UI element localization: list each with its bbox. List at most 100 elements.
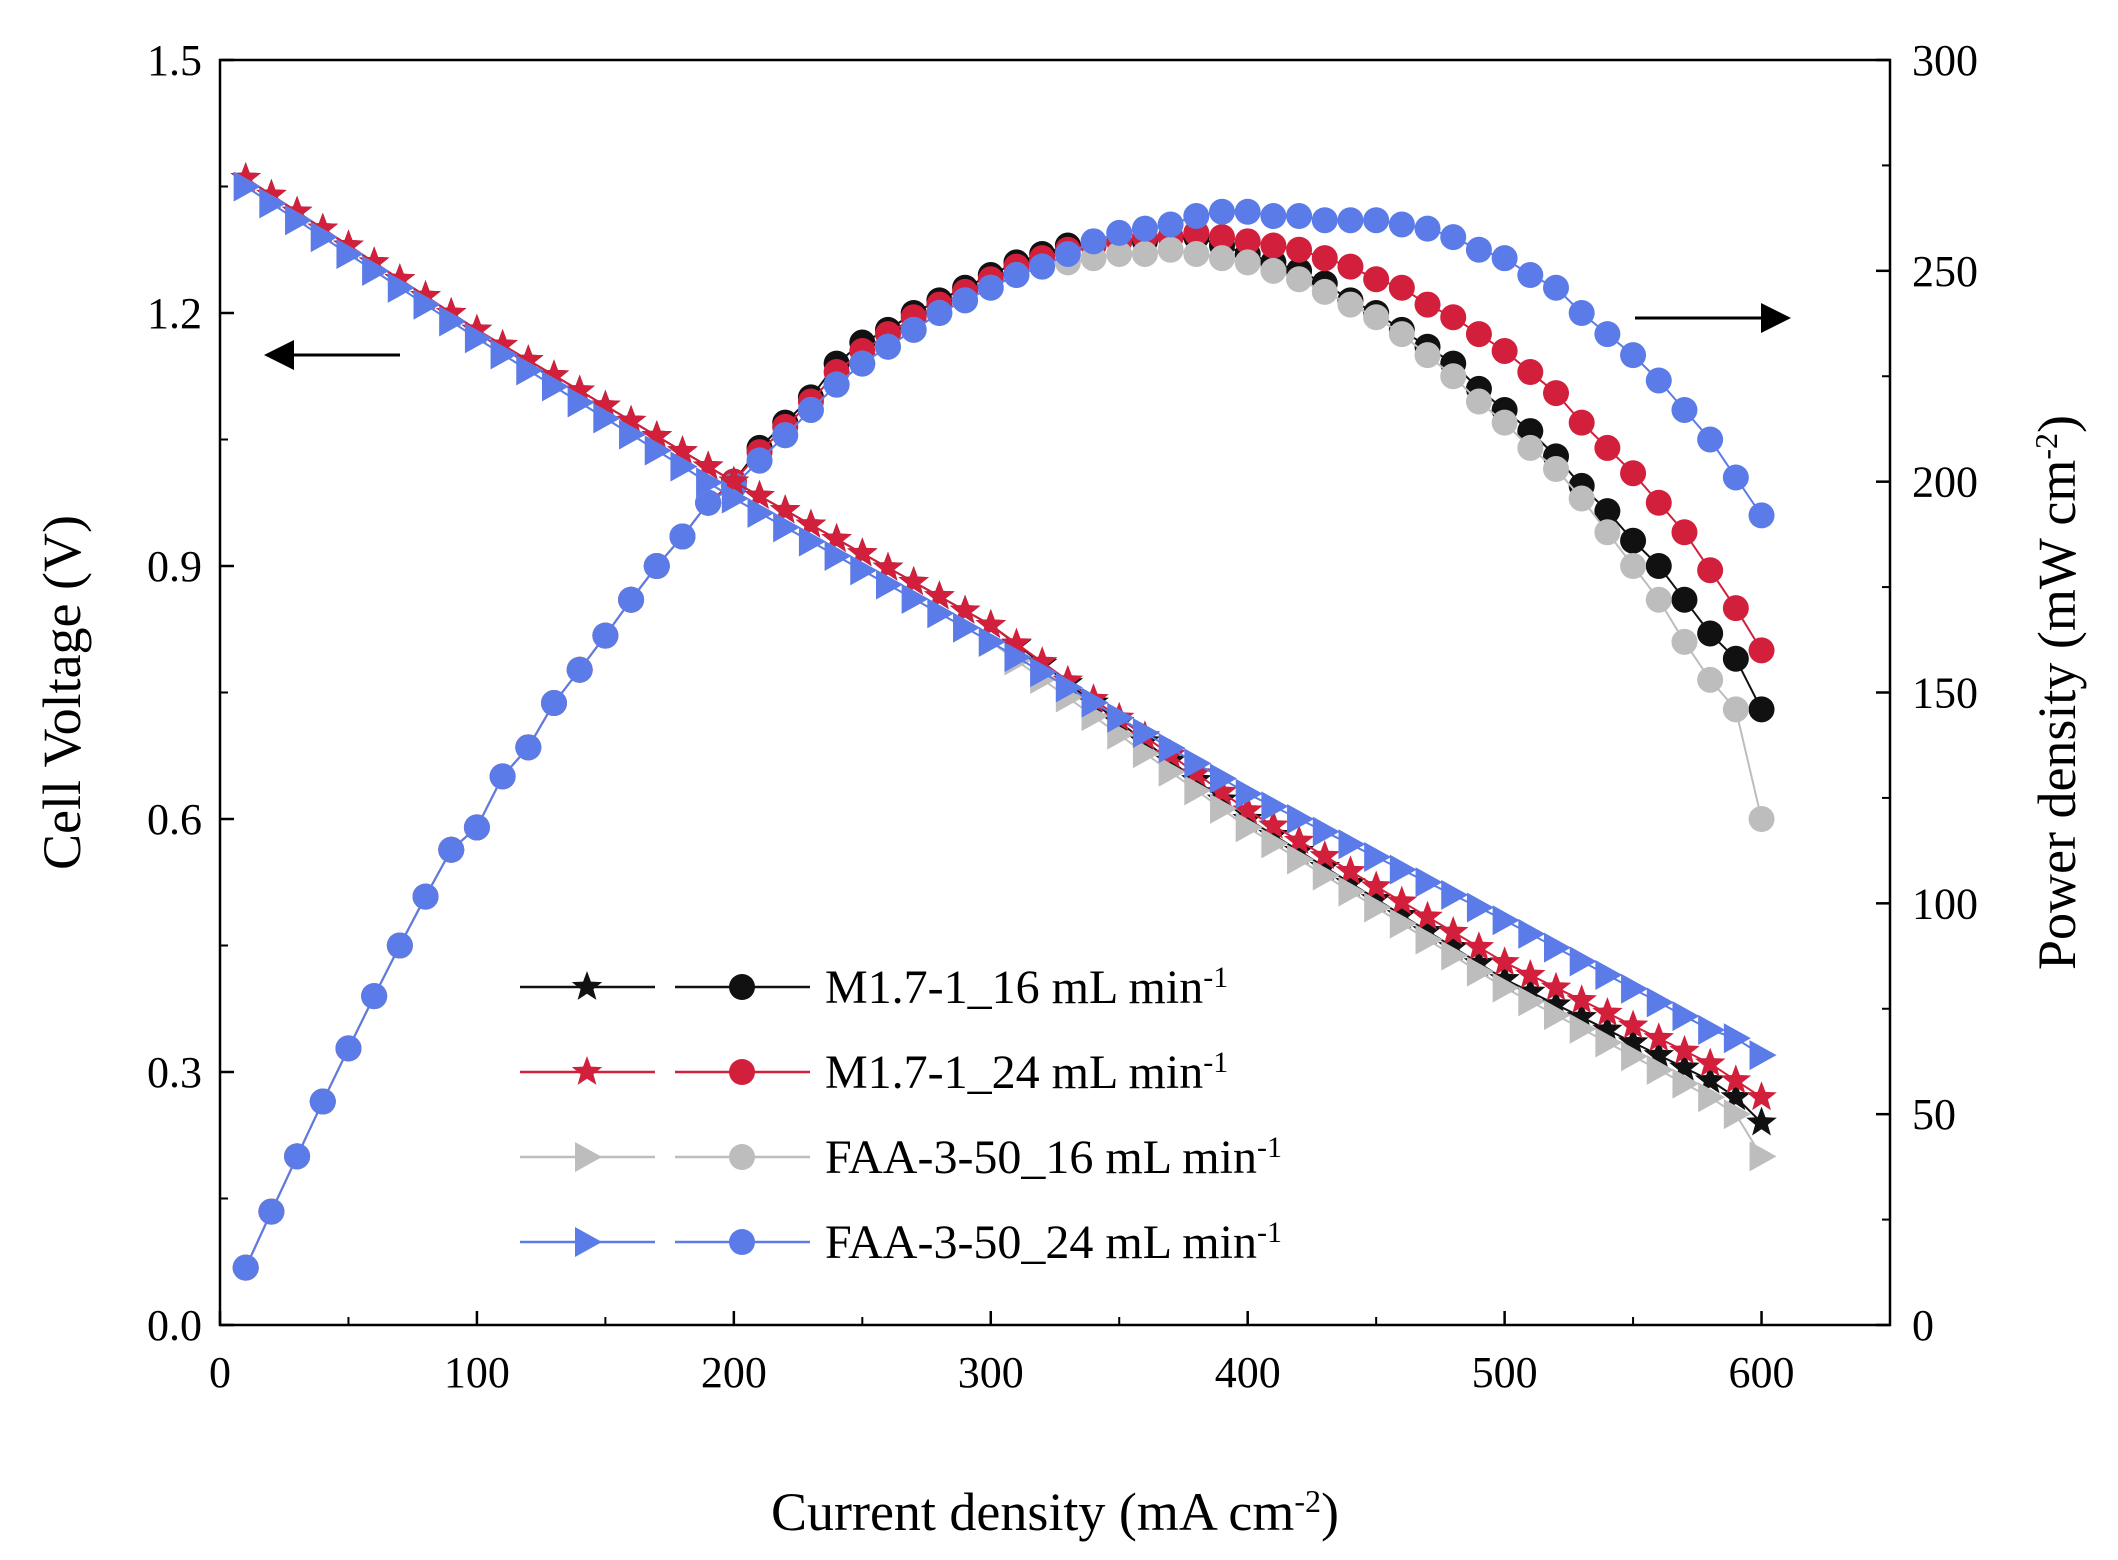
legend-marker [729,1144,755,1170]
data-point [1363,304,1390,331]
data-point [1568,485,1595,512]
legend-label: FAA-3-50_24 mL min-1 [825,1216,1282,1270]
legend-marker [571,1056,603,1085]
data-point [949,594,981,624]
data-point [898,566,929,595]
data-point [1363,207,1390,234]
y-left-tick-label: 0.6 [147,795,202,844]
data-point [1643,1022,1674,1052]
data-point [797,396,824,423]
data-point [412,883,439,910]
y-left-tick-label: 0.0 [147,1301,202,1350]
data-point [1287,844,1315,875]
data-point [1311,278,1338,305]
series-line [244,231,1763,1269]
data-point [1234,249,1261,276]
y-left-tick-label: 1.5 [147,36,202,85]
data-point [1158,733,1186,764]
data-point [362,255,390,286]
data-point [1438,931,1469,961]
data-point [1106,219,1133,246]
data-point [358,246,390,276]
data-point [285,205,313,236]
data-point [1286,203,1313,230]
series-voltage-3 [233,171,1777,1071]
data-point [1672,1001,1700,1032]
data-point [1234,198,1261,225]
data-point [1206,776,1238,805]
legend-entry: M1.7-1_24 mL min-1 [520,1046,1228,1099]
y-right-tick-label: 250 [1912,247,1978,296]
data-point [1749,1141,1777,1172]
x-tick-label: 0 [209,1348,231,1397]
data-point [542,371,569,402]
y-left-tick-label: 0.9 [147,542,202,591]
data-point [333,229,364,259]
data-point [1438,916,1469,945]
data-point [1003,262,1030,289]
data-point [1621,1041,1649,1072]
data-point [1748,806,1775,832]
data-point [1491,409,1518,436]
data-point [1131,215,1158,242]
data-point [309,1088,336,1115]
data-point [1337,291,1364,318]
data-point [384,263,416,293]
data-point [1723,1023,1751,1054]
data-point [1643,1039,1674,1069]
legend-label-sup: -1 [1257,1216,1282,1249]
data-point [1466,892,1494,923]
data-point [410,280,441,310]
data-point [1440,224,1467,251]
data-point [847,537,878,567]
data-point [1671,586,1698,613]
data-point [927,598,955,629]
data-point [695,489,722,516]
data-point [1720,1081,1752,1111]
data-point [1181,757,1212,787]
data-point [1209,198,1235,225]
data-point [1671,519,1698,546]
data-point [1309,840,1340,870]
legend-marker [729,974,755,1000]
data-point [1749,1040,1777,1071]
data-point [1620,342,1647,369]
data-point [1283,824,1315,854]
data-point [746,447,773,474]
data-point [1338,829,1366,860]
data-point [1672,1068,1700,1099]
data-point [1543,380,1569,407]
data-point [924,580,955,610]
data-point [1030,657,1058,688]
x-tick-label: 200 [701,1348,767,1397]
data-point [1364,892,1392,923]
data-point [1594,519,1621,546]
data-point [590,389,621,419]
data-point [1540,988,1572,1018]
data-point [1158,756,1186,787]
data-point [1389,854,1417,885]
data-point [284,1143,311,1170]
data-point [1388,211,1415,238]
data-point [1620,553,1647,579]
data-point [1360,870,1392,900]
data-point [1029,253,1056,280]
data-point [1286,266,1313,293]
data-point [515,734,542,761]
data-point [641,420,672,450]
data-point [1489,946,1520,976]
data-point [670,451,698,482]
data-point [1440,363,1467,390]
y-right-axis-label: Power density (mW cm-2) [2027,415,2087,970]
legend-label-sup: -1 [1203,961,1228,994]
data-point [1671,628,1698,655]
y-right-tick-label: 50 [1912,1090,1956,1139]
data-point [1414,215,1441,242]
data-point [1283,835,1315,864]
data-point [461,313,493,343]
data-point [669,523,696,550]
data-point [824,540,852,571]
data-point [1620,460,1647,487]
data-point [849,350,876,377]
